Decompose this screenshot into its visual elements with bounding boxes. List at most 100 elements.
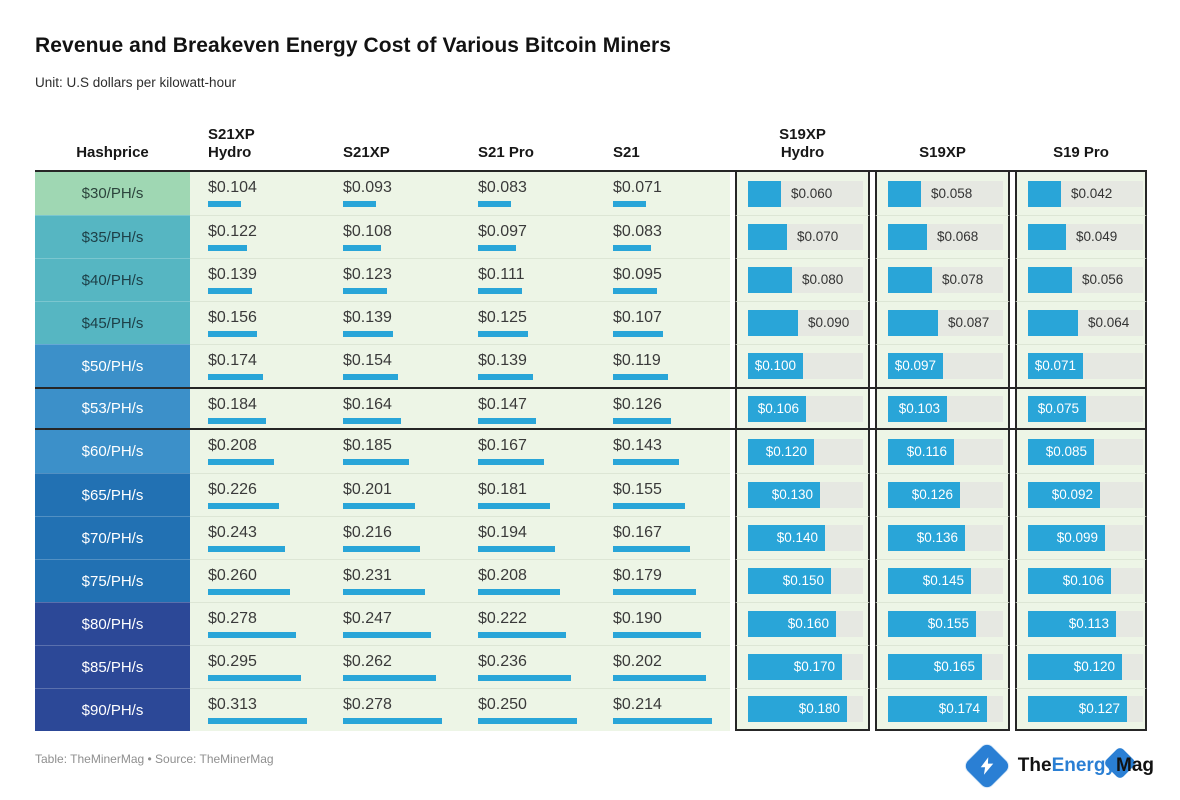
cell-value: $0.226 [208,481,257,498]
column-gap [730,473,735,516]
value-bar [748,482,820,508]
value-bar [888,568,971,594]
bar-track: $0.087 [888,310,1003,336]
value-bar [748,180,781,207]
cell-value: $0.150 [782,573,824,588]
value-bar [1028,482,1100,508]
bar-track: $0.106 [1028,568,1143,594]
value-bar [888,267,932,293]
table-row: $35/PH/s $0.122 $0.108 $0.097 $0.083 $0.070 $0… [35,215,1147,258]
value-bar [343,546,420,552]
cell-value: $0.111 [478,266,525,283]
hashprice-cell: $70/PH/s [35,516,190,559]
cell-value: $0.060 [791,185,833,201]
lightning-bolt-icon [962,741,1011,791]
value-bar [613,546,690,552]
cell-value: $0.295 [208,653,257,670]
value-cell: $0.058 [875,172,1010,215]
cell-value: $0.165 [933,659,975,674]
value-bar [1028,696,1127,722]
value-cell: $0.103 [875,389,1010,428]
bar-track: $0.165 [888,654,1003,680]
hashprice-cell: $35/PH/s [35,215,190,258]
value-bar [748,438,814,465]
cell-value: $0.085 [1045,443,1087,459]
miners-table: Hashprice S21XP Hydro S21XP S21 Pro S21 S19XP… [35,115,1147,731]
column-gap [870,688,875,731]
value-cell: $0.190 [595,602,730,645]
value-cell: $0.100 [735,344,870,387]
bar-track: $0.120 [1028,654,1143,680]
column-gap [1010,559,1015,602]
value-bar [748,224,787,250]
cell-value: $0.126 [911,487,953,502]
cell-value: $0.155 [613,481,662,498]
cell-value: $0.087 [948,315,990,330]
value-cell: $0.181 [460,473,595,516]
value-bar [613,245,651,251]
column-gap [1010,301,1015,344]
table-row: $70/PH/s $0.243 $0.216 $0.194 $0.167 $0.140 $0… [35,516,1147,559]
bar-track: $0.058 [888,180,1003,207]
bar-track: $0.180 [748,696,863,722]
cell-value: $0.116 [906,443,947,459]
value-bar [888,482,960,508]
column-gap [870,559,875,602]
bar-track: $0.140 [748,525,863,551]
bar-track: $0.120 [748,438,863,465]
bar-track: $0.099 [1028,525,1143,551]
value-cell: $0.104 [190,172,325,215]
hashprice-cell: $85/PH/s [35,645,190,688]
col-header-s19xp-hydro: S19XP Hydro [779,125,826,162]
value-cell: $0.064 [1015,301,1147,344]
bar-track: $0.127 [1028,696,1143,722]
value-bar [748,353,803,379]
bar-track: $0.160 [748,611,863,637]
bar-track: $0.116 [888,438,1003,465]
cell-value: $0.184 [208,396,257,413]
cell-value: $0.108 [343,223,392,240]
cell-value: $0.260 [208,567,257,584]
bar-track: $0.090 [748,310,863,336]
value-bar [478,331,528,337]
cell-value: $0.180 [798,701,840,716]
column-gap [870,473,875,516]
value-bar [343,288,387,294]
value-bar [748,654,842,680]
cell-value: $0.140 [776,530,818,545]
value-cell: $0.056 [1015,258,1147,301]
value-bar [888,224,927,250]
cell-value: $0.278 [208,610,257,627]
cell-value: $0.070 [797,229,839,244]
value-bar [1028,611,1116,637]
cell-value: $0.100 [754,358,796,373]
col-header-s19-pro: S19 Pro [1053,144,1109,162]
value-cell: $0.194 [460,516,595,559]
column-gap [1010,473,1015,516]
cell-value: $0.120 [1073,659,1115,674]
cell-value: $0.136 [916,530,958,545]
value-bar [1028,353,1083,379]
value-bar [208,245,247,251]
value-bar [208,459,274,465]
value-bar [1028,525,1105,551]
value-cell: $0.140 [735,516,870,559]
value-bar [888,310,938,336]
cell-value: $0.049 [1076,229,1118,244]
column-gap [1010,172,1015,215]
value-bar [748,395,806,422]
value-bar [888,438,954,465]
value-cell: $0.049 [1015,215,1147,258]
bar-track: $0.075 [1028,395,1143,422]
hashprice-cell: $80/PH/s [35,602,190,645]
cell-value: $0.113 [1068,616,1109,631]
value-cell: $0.116 [875,430,1010,473]
cell-value: $0.092 [1051,487,1093,502]
value-cell: $0.145 [875,559,1010,602]
column-gap [1010,516,1015,559]
col-header-s21-pro: S21 Pro [478,144,534,162]
value-bar [208,589,290,595]
value-cell: $0.243 [190,516,325,559]
bar-track: $0.126 [888,482,1003,508]
